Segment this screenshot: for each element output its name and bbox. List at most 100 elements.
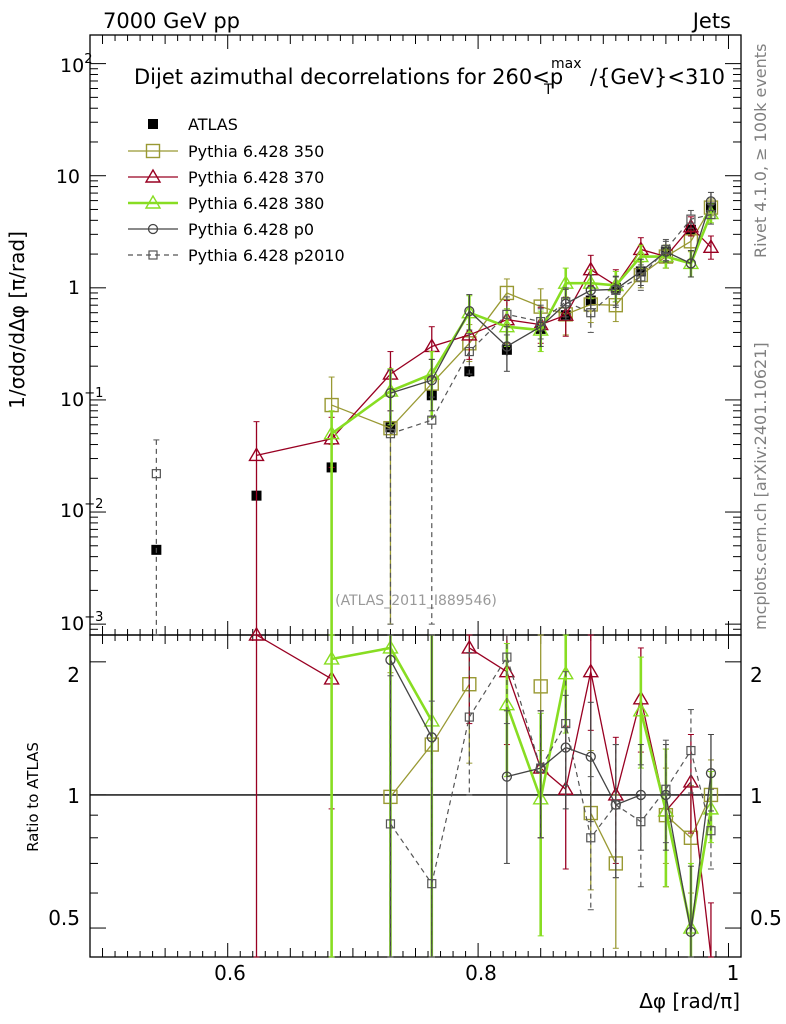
main-p0-point [585,285,596,296]
main-p0-point [501,341,513,352]
legend-label-atlas: ATLAS [188,115,238,134]
main-p0-point [464,305,475,317]
title-subscript: T [543,82,553,98]
ratio-p2010-point [427,879,437,889]
x-axis-title: Δφ [rad/π] [639,989,740,1013]
x-tick-label-0.8: 0.8 [465,961,497,985]
legend-marker-p2010 [148,250,158,260]
ratio-p2010-point [536,763,546,773]
main-p2010-point [611,285,621,295]
ratio-p2010-point [464,712,474,722]
ratio-p2010-point [385,819,396,829]
x-tick-label-0.6: 0.6 [214,961,246,985]
ratio-y-tick-labels: 0.5 1 2 0.5 1 2 [48,663,782,930]
ratio-y-axis-title: Ratio to ATLAS [24,742,42,852]
ratio-p2010-point [586,833,596,843]
ratio-p2010-point [636,817,646,827]
main-p2010-point [706,209,716,220]
main-p2010-point [502,309,512,319]
category-label: Jets [691,9,731,33]
main-plot-title: Dijet azimuthal decorrelations for 260<p… [134,56,725,98]
mcplots-label: mcplots.cern.ch [arXiv:2401.10621] [751,342,770,630]
main-p2010-point [151,469,161,479]
ratio-p370-point [248,626,265,641]
legend-label-p370: Pythia 6.428 370 [188,168,324,187]
ratio-p0-point [705,768,717,779]
main-p0-point [426,375,437,386]
y-tick-label-1: 1 [68,277,80,299]
main-p370-point [702,238,720,253]
main-p370-point [682,218,700,233]
ratio-tick-label-right-0.5: 0.5 [750,906,782,930]
ratio-p370-line [256,634,332,680]
y-tick-label-1e-2: 10−2 [60,497,103,522]
main-p2010-point [385,429,396,439]
main-p2010-point [586,308,596,318]
ratio-p2010-point [502,652,512,662]
main-plot-series [151,191,720,636]
ratio-tick-label-right-2: 2 [750,663,763,687]
ratio-p0-point [560,742,571,753]
legend: ATLAS Pythia 6.428 350 Pythia 6.428 370 … [128,115,345,265]
legend-label-p350: Pythia 6.428 350 [188,142,324,161]
y-tick-label-1e-1: 10−1 [60,386,103,411]
main-p2010-point [464,346,474,357]
legend-marker-atlas [148,119,158,129]
ratio-p0-line [389,659,433,738]
ratio-p380-point [557,665,574,680]
main-p2010-point [661,244,671,255]
legend-label-p380: Pythia 6.428 380 [188,194,324,213]
analysis-id-label: (ATLAS_2011_I889546) [335,593,497,609]
ratio-p0-point [685,926,697,938]
ratio-p350-line [590,812,617,864]
ratio-p2010-point [686,745,696,756]
ratio-p380-line [639,710,713,929]
ratio-tick-label-0.5: 0.5 [48,906,80,930]
main-p2010-point [561,297,571,307]
main-p380-point [323,425,340,440]
legend-label-p2010: Pythia 6.428 p2010 [188,246,345,265]
energy-label: 7000 GeV pp [103,9,240,33]
ratio-p370-point [582,663,599,678]
ratio-p380-point [632,702,650,717]
ratio-tick-label-right-1: 1 [750,784,763,808]
ratio-tick-label-1: 1 [67,784,80,808]
main-p2010-line [390,214,712,435]
ratio-tick-label-2: 2 [67,663,80,687]
y-tick-label-1e-3: 10−3 [60,610,103,635]
main-p2010-point [686,214,696,224]
ratio-p2010-point [706,826,716,836]
x-tick-label-1: 1 [727,961,740,985]
main-p0-point [385,387,396,399]
main-series-p2010 [151,204,716,636]
title-superscript: max [551,56,582,72]
rivet-version-label: Rivet 4.1.0, ≥ 100k events [751,44,770,258]
main-p0-point [535,321,546,332]
main-p2010-point [536,316,546,327]
main-p370-point [248,447,265,462]
x-tick-labels: 0.6 0.8 1 [214,961,739,985]
ratio-p2010-point [611,800,621,810]
ratio-plot-series [248,626,720,958]
main-y-tick-labels: 10−3 10−2 10−1 1 10 102 [56,52,104,635]
ratio-p370-point [682,773,700,788]
ratio-p0-point [385,654,396,666]
legend-marker-p380 [144,194,162,209]
ratio-p0-point [635,789,646,801]
svg-text:Dijet azimuthal decorrelations: Dijet azimuthal decorrelations for 260<p [134,65,563,89]
ratio-p380-point [702,800,720,815]
ratio-series-p2010 [385,634,716,958]
legend-label-p0: Pythia 6.428 p0 [188,220,314,239]
ratio-p380-point [323,650,340,665]
ratio-p0-point [501,771,513,782]
ratio-p2010-point [661,784,671,794]
title-end: /{GeV}<310 [590,65,725,89]
main-p0-point [685,258,697,269]
legend-marker-p0 [147,223,159,235]
ratio-p2010-point [561,718,571,729]
y-tick-label-10: 10 [56,166,80,188]
main-p370-point [461,326,478,341]
main-p2010-point [427,415,437,425]
